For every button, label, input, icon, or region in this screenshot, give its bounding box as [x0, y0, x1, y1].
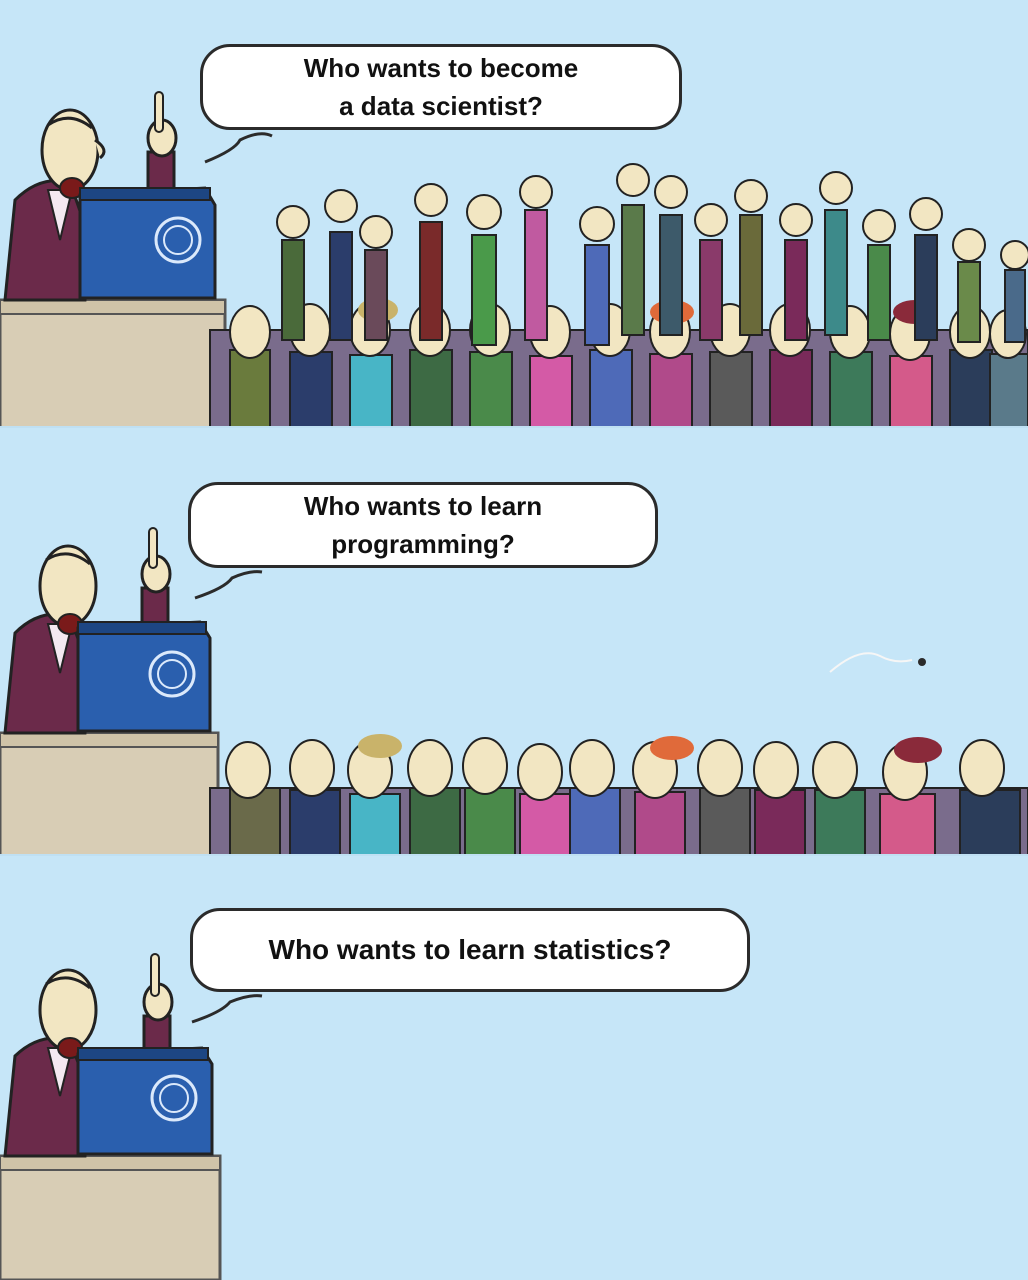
raised-hand — [579, 206, 615, 346]
raised-hand — [276, 205, 310, 341]
audience-member — [812, 741, 866, 856]
raised-hand — [519, 175, 553, 341]
un-emblem-icon — [148, 650, 196, 698]
raised-hand — [734, 179, 768, 336]
un-emblem-icon — [154, 216, 202, 264]
speech-bubble-line-1: Who wants to become — [303, 53, 579, 83]
podium — [78, 186, 217, 300]
audience-member — [529, 305, 573, 428]
raised-hand — [819, 171, 853, 336]
audience-crowd — [209, 734, 1028, 856]
audience-member — [569, 739, 621, 856]
un-emblem-icon — [150, 1074, 198, 1122]
raised-hand — [359, 215, 393, 341]
speech-bubble: Who wants to learn programming? — [188, 482, 658, 568]
raised-hand — [694, 203, 728, 341]
podium — [76, 1046, 214, 1156]
raised-hand — [616, 163, 650, 336]
panel-3-scene — [0, 953, 263, 1280]
speech-bubble: Who wants to learn statistics? — [190, 908, 750, 992]
sweat-drop-icon — [829, 652, 926, 673]
speech-bubble-line-1: Who wants to learn statistics? — [268, 934, 672, 965]
panel-2-scene — [0, 527, 1028, 856]
speech-bubble-line-2: a data scientist? — [339, 91, 543, 121]
stage — [0, 731, 220, 856]
audience-crowd — [209, 298, 1028, 428]
speaker — [3, 953, 174, 1158]
audience-member — [347, 734, 402, 856]
speech-bubble-line-2: programming? — [331, 529, 515, 559]
audience-member — [225, 741, 281, 856]
audience-member — [407, 739, 461, 856]
panel-2: Who wants to learn programming? — [0, 428, 1028, 856]
audience-member — [632, 736, 694, 856]
audience-member — [229, 305, 271, 428]
audience-member — [517, 743, 571, 856]
raised-hand — [466, 194, 502, 346]
raised-hand — [779, 203, 813, 341]
audience-member — [753, 741, 806, 856]
audience-member — [959, 739, 1021, 856]
audience-member — [289, 739, 341, 856]
raised-hand — [909, 197, 943, 341]
speech-bubble-line-1: Who wants to learn — [303, 491, 543, 521]
panel-1-scene — [0, 91, 1028, 428]
panel-1: Who wants to become a data scientist? — [0, 0, 1028, 428]
stage — [0, 1154, 222, 1280]
raised-hand — [1000, 240, 1028, 343]
raised-hand — [952, 228, 986, 343]
raised-hand — [324, 189, 358, 341]
panel-3: Who wants to learn statistics? — [0, 856, 1028, 1280]
raised-hand — [654, 175, 688, 336]
speech-bubble: Who wants to become a data scientist? — [200, 44, 682, 130]
podium — [76, 620, 212, 733]
audience-member — [697, 739, 751, 856]
stage — [0, 298, 227, 428]
audience-member — [462, 737, 516, 856]
raised-hand — [414, 183, 448, 341]
raised-hands — [276, 163, 1028, 346]
raised-hand — [862, 209, 896, 341]
audience-member — [879, 737, 942, 856]
